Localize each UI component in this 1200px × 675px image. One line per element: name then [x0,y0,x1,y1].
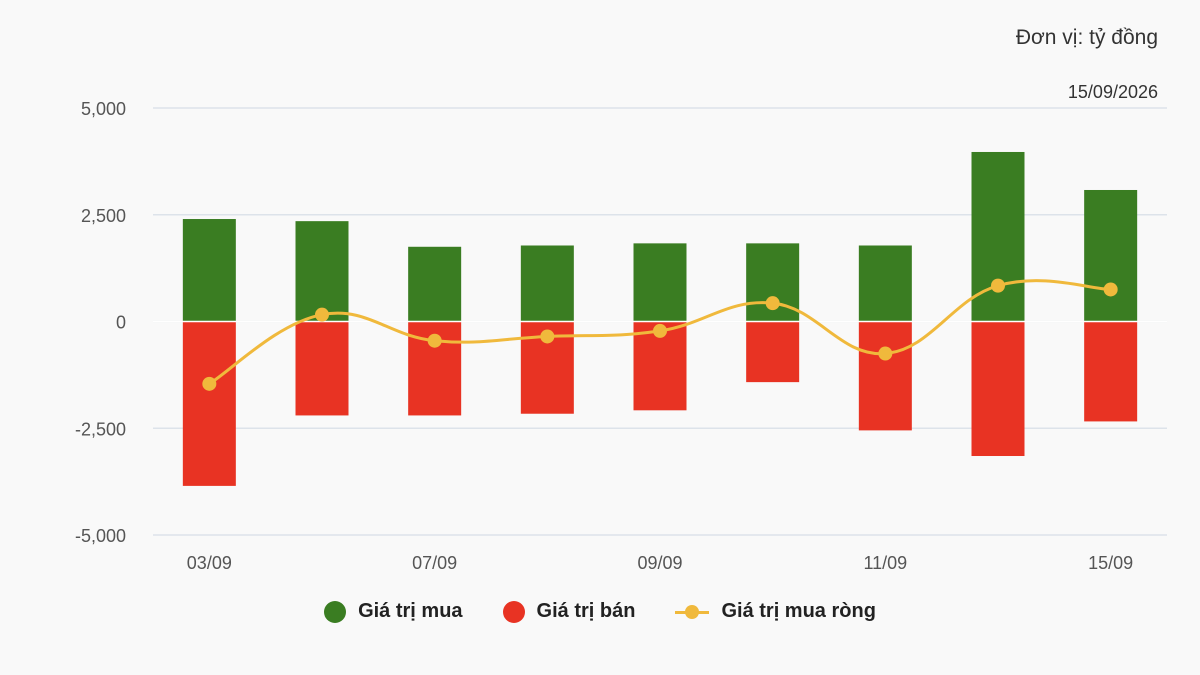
legend-sell-label: Giá trị bán [536,600,636,622]
y-tick-label: 0 [116,313,126,333]
bar-buy[interactable] [408,246,462,322]
net-point[interactable] [315,307,329,322]
legend: Giá trị mua Giá trị bán Giá trị mua ròng [0,600,1200,623]
net-point[interactable] [202,376,217,391]
net-point[interactable] [878,346,893,361]
x-tick-label: 09/09 [637,553,682,573]
bars [153,151,1167,486]
date-label: 15/09/2026 [1067,82,1158,102]
bar-sell[interactable] [971,321,1025,457]
bar-sell[interactable] [858,321,912,431]
legend-item-buy[interactable]: Giá trị mua [324,600,463,623]
bar-buy[interactable] [971,151,1025,322]
net-point[interactable] [653,323,667,338]
net-point[interactable] [427,333,442,348]
bar-buy[interactable] [1084,189,1138,322]
y-axis: 5,000 2,500 0 -2,500 -5,000 [75,99,126,546]
bar-sell[interactable] [182,321,236,486]
bar-buy[interactable] [295,221,349,322]
y-tick-label: 5,000 [81,99,126,119]
y-tick-label: -2,500 [75,419,126,439]
net-point[interactable] [765,296,780,311]
bar-sell[interactable] [295,321,349,416]
bar-buy[interactable] [520,245,574,322]
x-tick-label: 07/09 [412,553,457,573]
net-line [202,278,1118,391]
legend-item-sell[interactable]: Giá trị bán [502,600,636,623]
bar-buy[interactable] [858,245,912,322]
net-point[interactable] [991,278,1005,293]
y-tick-label: 2,500 [81,206,126,226]
legend-net-label: Giá trị mua ròng [721,600,876,622]
x-tick-label: 03/09 [187,553,232,573]
x-tick-label: 11/09 [863,553,907,573]
bar-buy[interactable] [633,243,687,322]
bar-sell[interactable] [746,321,800,383]
legend-buy-marker [324,600,347,623]
net-point[interactable] [1103,282,1118,297]
x-axis: 03/09 07/09 09/09 11/09 15/09 [187,553,1133,573]
bar-sell[interactable] [1084,321,1138,422]
x-tick-label: 15/09 [1088,553,1133,573]
y-tick-label: -5,000 [75,526,126,546]
bar-buy[interactable] [182,219,236,322]
legend-item-net[interactable]: Giá trị mua ròng [675,600,876,623]
net-point[interactable] [540,329,555,344]
unit-label: Đơn vị: tỷ đồng [1015,26,1158,49]
legend-buy-label: Giá trị mua [358,600,463,622]
legend-sell-marker [502,600,525,623]
chart-plot: 5,000 2,500 0 -2,500 -5,000 03/09 07/09 09/09 1… [75,99,1167,573]
legend-net-marker [675,601,710,623]
